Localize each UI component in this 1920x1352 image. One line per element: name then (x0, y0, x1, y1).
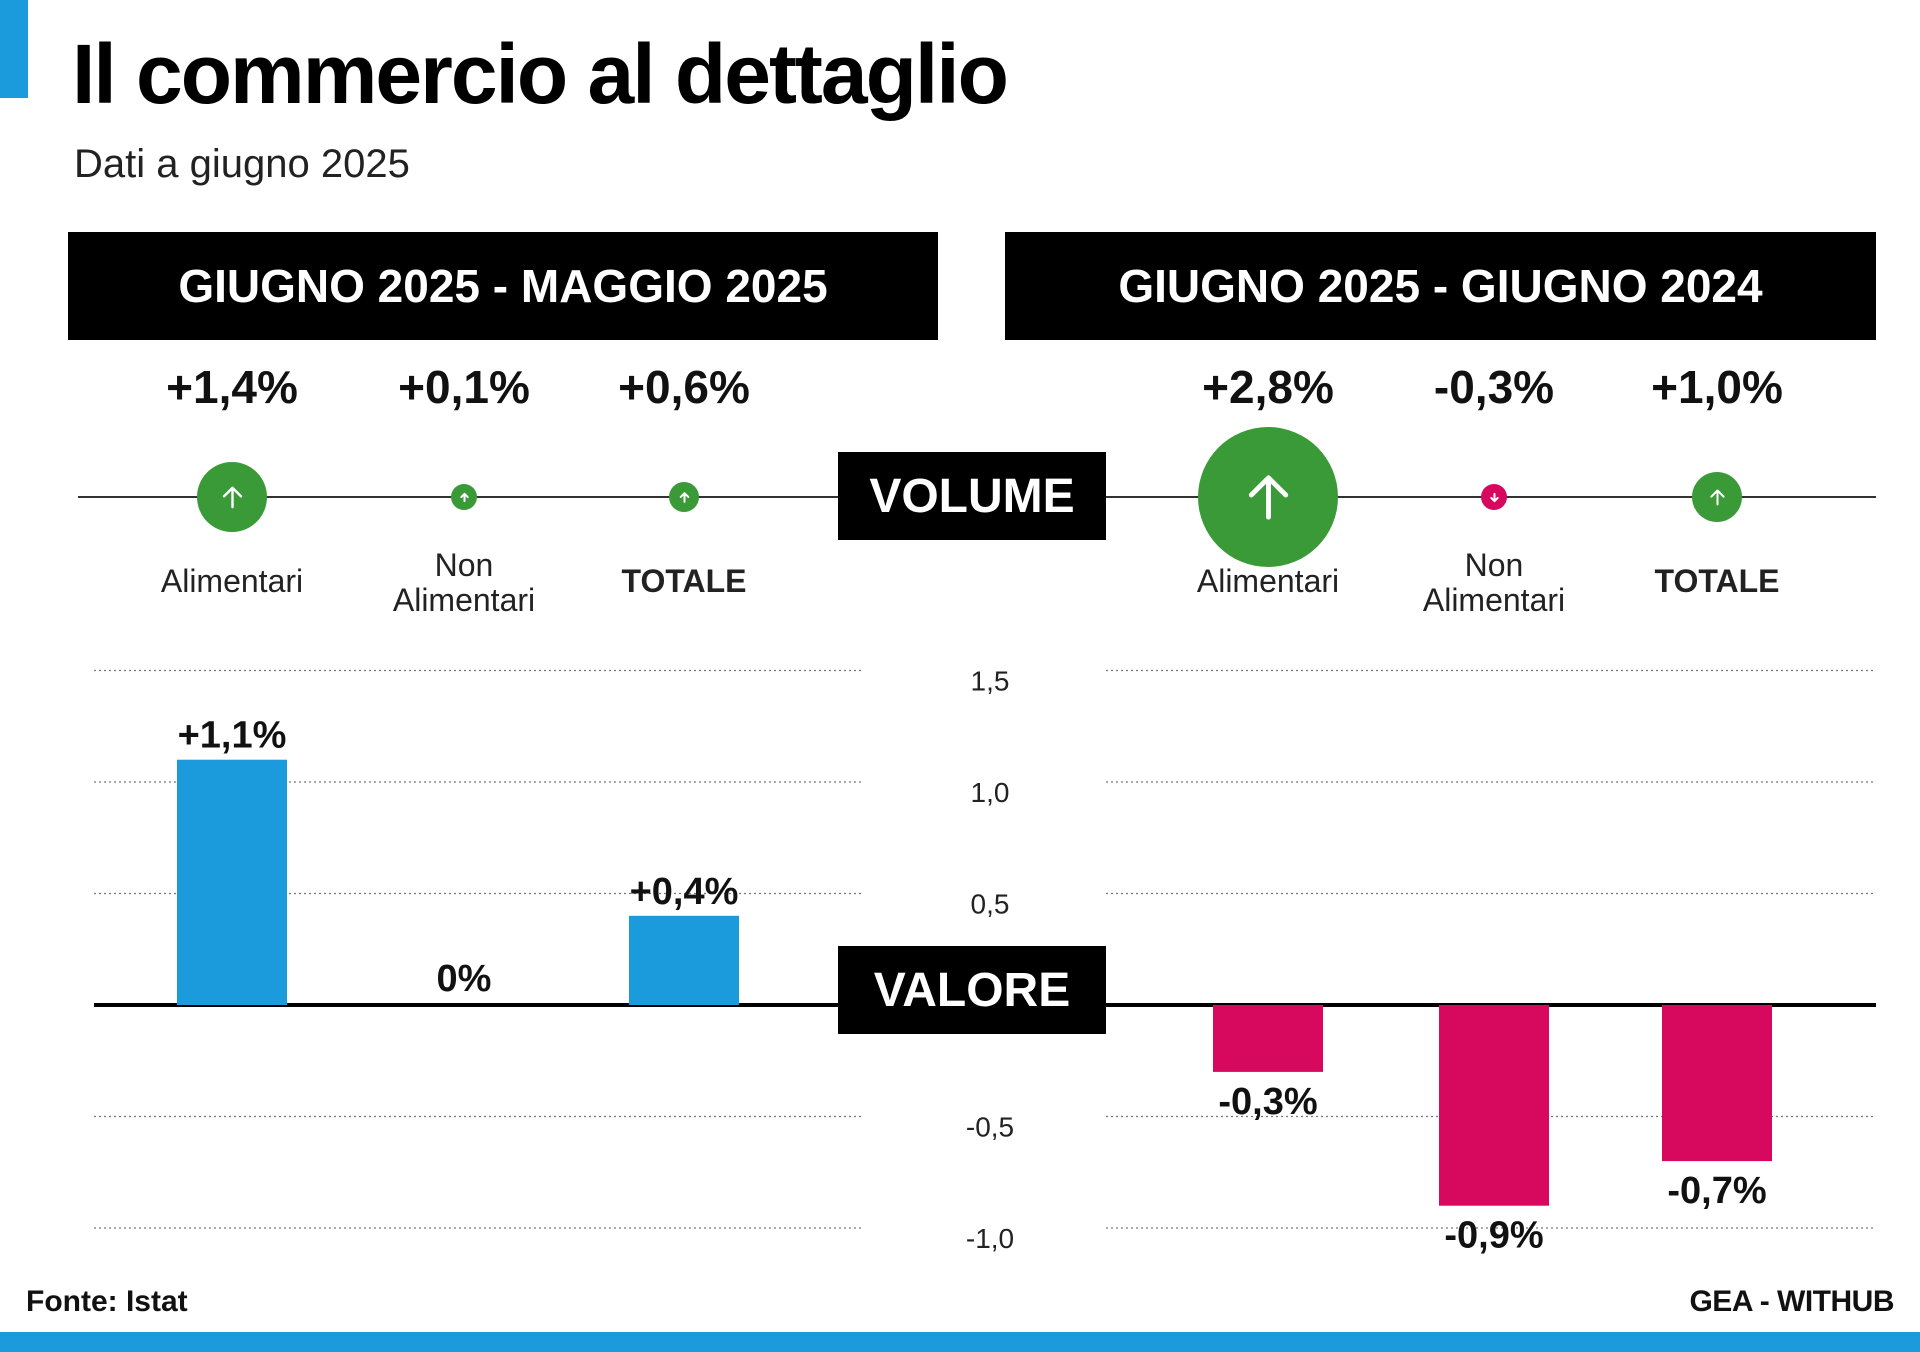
bar-left-0 (177, 759, 287, 1005)
volume-category-label-line1: Non (1464, 547, 1524, 583)
volume-value-left-1: +0,1% (398, 361, 530, 413)
arrow-up-icon (197, 462, 267, 532)
y-tick-label: 0,5 (971, 889, 1010, 920)
credit-note: GEA - WITHUB (1689, 1285, 1894, 1318)
bar-right-0 (1213, 1005, 1323, 1072)
volume-value-left-2: +0,6% (618, 361, 750, 413)
volume-category-label-left-1: Non Alimentari (344, 548, 584, 617)
y-tick-label: -0,5 (966, 1112, 1014, 1143)
page-subtitle: Dati a giugno 2025 (74, 142, 410, 186)
bar-value-label: +0,4% (630, 871, 739, 913)
y-tick-label: -1,0 (966, 1223, 1014, 1254)
source-note: Fonte: Istat (26, 1285, 188, 1318)
volume-value-left-0: +1,4% (166, 361, 298, 413)
arrow-up-icon (1198, 427, 1338, 567)
page-title: Il commercio al dettaglio (72, 27, 1009, 121)
volume-category-label-right-0: Alimentari (1196, 563, 1340, 599)
volume-category-label-left-2: TOTALE (621, 563, 747, 599)
y-tick-label: 1,5 (971, 666, 1010, 697)
volume-category-label-line2: Alimentari (1422, 581, 1566, 618)
bar-left-2 (629, 915, 739, 1005)
arrow-up-icon (1692, 472, 1742, 522)
bar-right-1 (1439, 1005, 1549, 1206)
volume-section-label: VOLUME (838, 452, 1106, 540)
period-header-right: GIUGNO 2025 - GIUGNO 2024 (1005, 232, 1876, 340)
volume-value-right-1: -0,3% (1433, 361, 1555, 413)
volume-value-right-2: +1,0% (1651, 361, 1783, 413)
bottom-accent-bar (0, 1332, 1920, 1352)
bar-right-2 (1662, 1005, 1772, 1162)
bar-value-label: -0,3% (1218, 1081, 1317, 1123)
y-tick-label: 1,0 (971, 777, 1010, 808)
bar-value-label: 0% (437, 958, 492, 1000)
volume-category-label-line2: Alimentari (392, 581, 536, 618)
period-header-left: GIUGNO 2025 - MAGGIO 2025 (68, 232, 938, 340)
bar-value-label: -0,7% (1667, 1170, 1766, 1212)
volume-category-label-line1: Non (434, 547, 494, 583)
arrow-up-icon (451, 484, 477, 510)
volume-category-label-right-2: TOTALE (1654, 563, 1780, 599)
accent-bar (0, 0, 28, 98)
bar-value-label: -0,9% (1444, 1215, 1543, 1257)
volume-category-label-left-0: Alimentari (160, 563, 304, 599)
volume-value-right-0: +2,8% (1202, 361, 1334, 413)
arrow-up-icon (669, 482, 699, 512)
arrow-down-icon (1481, 484, 1507, 510)
volume-category-label-right-1: Non Alimentari (1374, 548, 1614, 617)
valore-section-label: VALORE (838, 946, 1106, 1034)
bar-value-label: +1,1% (178, 715, 287, 757)
